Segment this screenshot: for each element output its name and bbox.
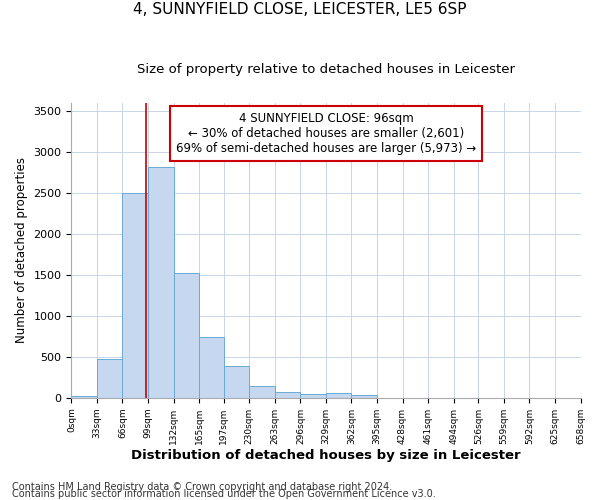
Bar [148,167,173,398]
Bar [199,338,224,398]
X-axis label: Distribution of detached houses by size in Leicester: Distribution of detached houses by size … [131,450,521,462]
Text: 4 SUNNYFIELD CLOSE: 96sqm
← 30% of detached houses are smaller (2,601)
69% of se: 4 SUNNYFIELD CLOSE: 96sqm ← 30% of detac… [176,112,476,155]
Bar [301,394,326,398]
Title: Size of property relative to detached houses in Leicester: Size of property relative to detached ho… [137,62,515,76]
Text: 4, SUNNYFIELD CLOSE, LEICESTER, LE5 6SP: 4, SUNNYFIELD CLOSE, LEICESTER, LE5 6SP [133,2,467,18]
Text: Contains HM Land Registry data © Crown copyright and database right 2024.: Contains HM Land Registry data © Crown c… [12,482,392,492]
Bar [122,193,148,398]
Bar [71,396,97,398]
Text: Contains public sector information licensed under the Open Government Licence v3: Contains public sector information licen… [12,489,436,499]
Bar [97,359,122,398]
Bar [224,366,250,398]
Bar [250,386,275,398]
Bar [352,396,377,398]
Bar [275,392,301,398]
Bar [173,274,199,398]
Bar [326,394,352,398]
Y-axis label: Number of detached properties: Number of detached properties [15,158,28,344]
